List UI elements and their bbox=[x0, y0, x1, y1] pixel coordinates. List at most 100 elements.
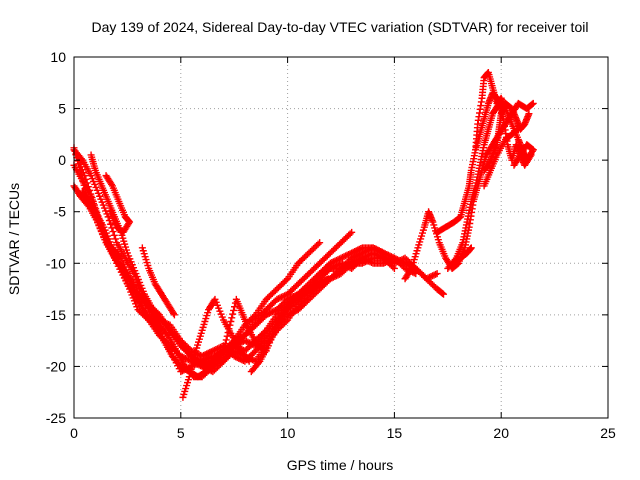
data-point bbox=[188, 362, 196, 370]
data-point bbox=[185, 373, 193, 381]
data-point bbox=[230, 352, 238, 360]
data-point bbox=[346, 230, 354, 238]
y-tick-label: -15 bbox=[46, 307, 66, 323]
data-point bbox=[339, 264, 347, 272]
data-point bbox=[390, 264, 398, 272]
data-point bbox=[83, 179, 91, 187]
plot-area bbox=[70, 68, 537, 401]
data-point bbox=[170, 311, 178, 319]
data-point bbox=[328, 259, 336, 267]
data-point bbox=[273, 295, 281, 303]
data-point bbox=[528, 145, 536, 153]
data-point bbox=[187, 365, 195, 373]
data-point bbox=[88, 194, 96, 202]
data-point bbox=[184, 356, 192, 364]
data-point bbox=[285, 310, 293, 318]
data-point bbox=[87, 190, 95, 198]
data-point bbox=[190, 354, 198, 362]
data-point bbox=[364, 256, 372, 264]
data-point bbox=[324, 275, 332, 283]
data-point bbox=[351, 247, 359, 255]
data-point bbox=[374, 246, 382, 254]
axes: 0 5 10 15 20 25 -25 -20 -15 -10 -5 0 5 10 bbox=[46, 49, 616, 441]
data-point bbox=[233, 354, 241, 362]
data-point bbox=[212, 345, 220, 353]
data-point bbox=[207, 348, 215, 356]
data-point bbox=[229, 310, 237, 318]
data-point bbox=[429, 272, 437, 280]
data-point bbox=[354, 246, 362, 254]
y-axis-label: SDTVAR / TECUs bbox=[6, 183, 22, 295]
data-point bbox=[386, 252, 394, 260]
data-point bbox=[497, 105, 505, 113]
data-point bbox=[439, 289, 447, 297]
x-tick-label: 20 bbox=[493, 425, 509, 441]
data-point bbox=[337, 264, 345, 272]
chart-title: Day 139 of 2024, Sidereal Day-to-day VTE… bbox=[92, 19, 589, 35]
data-point bbox=[181, 354, 189, 362]
data-point bbox=[348, 228, 356, 236]
x-tick-label: 10 bbox=[280, 425, 296, 441]
data-point bbox=[401, 264, 409, 272]
data-point bbox=[349, 248, 357, 256]
data-point bbox=[316, 239, 324, 247]
data-point bbox=[245, 357, 253, 365]
data-point bbox=[223, 332, 231, 340]
data-point bbox=[372, 245, 380, 253]
y-tick-label: 10 bbox=[50, 49, 66, 65]
data-point bbox=[225, 325, 233, 333]
data-point bbox=[331, 257, 339, 265]
data-point bbox=[274, 295, 282, 303]
data-point bbox=[107, 220, 115, 228]
y-tick-label: -25 bbox=[46, 410, 66, 426]
data-point bbox=[108, 180, 116, 188]
data-point bbox=[198, 352, 206, 360]
data-point bbox=[220, 347, 228, 355]
data-point bbox=[82, 175, 90, 183]
data-point bbox=[358, 259, 366, 267]
y-tick-label: 0 bbox=[58, 152, 66, 168]
data-point bbox=[326, 259, 334, 267]
data-point bbox=[111, 235, 119, 243]
data-point bbox=[314, 240, 322, 248]
data-point bbox=[352, 247, 360, 255]
data-point bbox=[200, 351, 208, 359]
data-point bbox=[250, 312, 258, 320]
data-point bbox=[236, 334, 244, 342]
data-point bbox=[513, 126, 521, 134]
data-point bbox=[281, 292, 289, 300]
y-tick-label: 5 bbox=[58, 101, 66, 117]
data-point bbox=[290, 308, 298, 316]
data-series bbox=[220, 295, 270, 355]
data-point bbox=[389, 263, 397, 271]
data-point bbox=[383, 250, 391, 258]
data-point bbox=[422, 275, 430, 283]
data-point bbox=[268, 308, 276, 316]
data-point bbox=[267, 309, 275, 317]
data-point bbox=[213, 345, 221, 353]
data-point bbox=[183, 355, 191, 363]
data-point bbox=[355, 245, 363, 253]
data-point bbox=[375, 247, 383, 255]
data-point bbox=[368, 255, 376, 263]
data-point bbox=[84, 183, 92, 191]
data-point bbox=[291, 307, 299, 315]
data-point bbox=[527, 151, 535, 159]
data-point bbox=[529, 99, 537, 107]
data-point bbox=[337, 254, 345, 262]
data-point bbox=[191, 351, 199, 359]
data-point bbox=[81, 172, 89, 180]
data-point bbox=[250, 357, 258, 365]
data-point bbox=[285, 295, 293, 303]
data-point bbox=[343, 261, 351, 269]
data-point bbox=[265, 309, 273, 317]
data-point bbox=[244, 356, 252, 364]
data-point bbox=[378, 248, 386, 256]
data-point bbox=[189, 358, 197, 366]
data-point bbox=[384, 251, 392, 259]
data-point bbox=[432, 270, 440, 278]
data-point bbox=[261, 338, 269, 346]
data-point bbox=[224, 329, 232, 337]
data-point bbox=[528, 100, 536, 108]
